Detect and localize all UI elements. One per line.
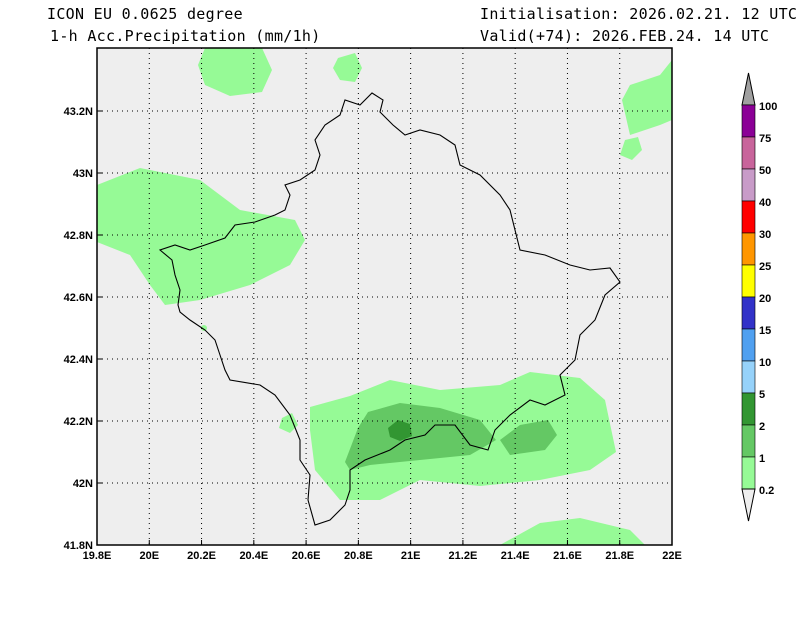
colorbar-label: 10 — [759, 357, 771, 369]
colorbar-label: 100 — [759, 101, 777, 113]
variable-title: 1-h Acc.Precipitation (mm/1h) — [50, 27, 321, 45]
lat-tick-label: 43N — [73, 168, 93, 180]
graticule — [97, 48, 672, 545]
valid-time: Valid(+74): 2026.FEB.24. 14 UTC — [480, 27, 770, 45]
colorbar-label: 75 — [759, 133, 771, 145]
kosovo-border — [158, 92, 621, 526]
colorbar-bin — [741, 264, 756, 298]
lat-tick-label: 42.2N — [64, 416, 93, 428]
lon-tick-label: 19.8E — [83, 550, 112, 562]
lat-tick-label: 42N — [73, 478, 93, 490]
precip-2-5mm — [388, 420, 412, 441]
colorbar-bin — [741, 456, 756, 490]
colorbar-bin — [741, 424, 756, 458]
lat-tick-label: 43.2N — [64, 106, 93, 118]
lon-tick-label: 20.4E — [239, 550, 268, 562]
colorbar-label: 0.2 — [759, 485, 774, 497]
colorbar-under-triangle — [741, 488, 756, 522]
lat-tick-label: 41.8N — [64, 540, 93, 552]
lon-tick-label: 20E — [139, 550, 159, 562]
lon-tick-label: 20.8E — [344, 550, 373, 562]
lon-tick-label: 21E — [401, 550, 421, 562]
colorbar-label: 25 — [759, 261, 771, 273]
colorbar-bin — [741, 200, 756, 234]
colorbar-label: 2 — [759, 421, 765, 433]
colorbar: 100 75 50 40 30 25 20 15 10 5 2 1 0.2 — [741, 72, 777, 522]
colorbar-over-triangle — [741, 72, 756, 106]
lon-tick-label: 21.6E — [553, 550, 582, 562]
precipitation-layer — [97, 48, 672, 545]
colorbar-bin — [741, 232, 756, 266]
colorbar-bin — [741, 168, 756, 202]
lat-labels: 41.8N 42N 42.2N 42.4N 42.6N 42.8N 43N 43.2N — [64, 106, 102, 552]
lon-labels: 19.8E 20E 20.2E 20.4E 20.6E 20.8E 21E 21.2E 21.4… — [83, 540, 682, 562]
colorbar-bin — [741, 136, 756, 170]
colorbar-label: 30 — [759, 229, 771, 241]
colorbar-bin — [741, 328, 756, 362]
colorbar-label: 50 — [759, 165, 771, 177]
lat-tick-label: 42.4N — [64, 354, 93, 366]
lat-tick-label: 42.6N — [64, 292, 93, 304]
lon-tick-label: 21.2E — [449, 550, 478, 562]
lat-tick-label: 42.8N — [64, 230, 93, 242]
lon-tick-label: 21.8E — [605, 550, 634, 562]
colorbar-bin — [741, 392, 756, 426]
model-title: ICON EU 0.0625 degree — [47, 5, 243, 23]
lon-tick-label: 20.2E — [187, 550, 216, 562]
colorbar-label: 20 — [759, 293, 771, 305]
colorbar-label: 15 — [759, 325, 771, 337]
colorbar-bin — [741, 296, 756, 330]
initialisation-time: Initialisation: 2026.02.21. 12 UTC — [480, 5, 798, 23]
colorbar-label: 1 — [759, 453, 765, 465]
lon-tick-label: 20.6E — [292, 550, 321, 562]
colorbar-label: 5 — [759, 389, 765, 401]
colorbar-label: 40 — [759, 197, 771, 209]
lon-tick-label: 21.4E — [501, 550, 530, 562]
colorbar-bin — [741, 360, 756, 394]
colorbar-bin — [741, 104, 756, 138]
lon-tick-label: 22E — [662, 550, 682, 562]
